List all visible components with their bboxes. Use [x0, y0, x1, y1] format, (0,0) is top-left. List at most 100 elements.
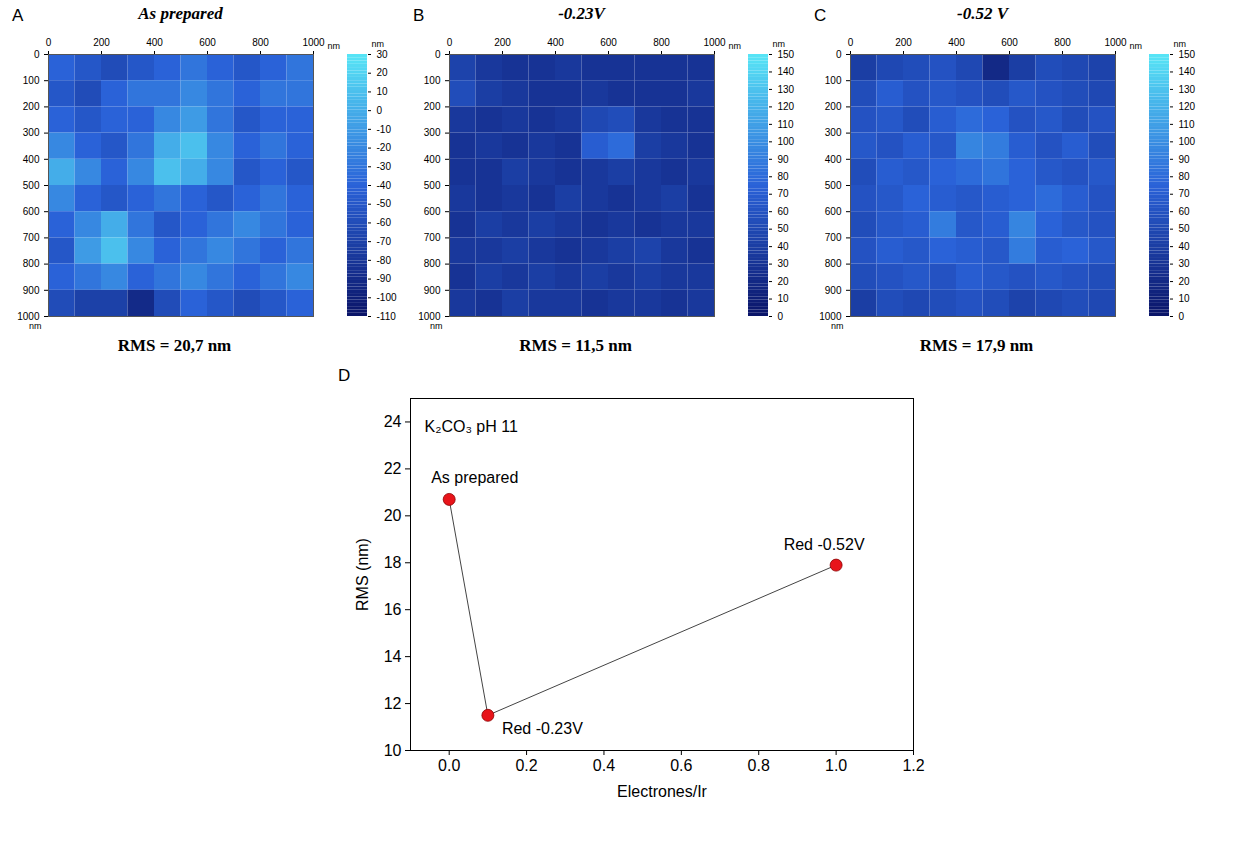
- svg-text:200: 200: [424, 101, 441, 112]
- svg-text:-30: -30: [377, 161, 392, 172]
- svg-text:1000: 1000: [302, 37, 325, 48]
- svg-text:0: 0: [435, 49, 441, 60]
- svg-text:600: 600: [600, 37, 617, 48]
- svg-text:12: 12: [384, 695, 402, 712]
- svg-text:10: 10: [778, 293, 790, 304]
- svg-text:900: 900: [424, 285, 441, 296]
- svg-text:-110: -110: [377, 311, 397, 322]
- svg-text:200: 200: [825, 101, 842, 112]
- svg-text:500: 500: [825, 180, 842, 191]
- svg-text:K₂CO₃ pH 11: K₂CO₃ pH 11: [425, 418, 518, 435]
- svg-text:0.6: 0.6: [670, 757, 692, 774]
- svg-text:200: 200: [93, 37, 110, 48]
- svg-text:80: 80: [1179, 171, 1191, 182]
- svg-text:300: 300: [424, 127, 441, 138]
- svg-text:24: 24: [384, 413, 402, 430]
- svg-text:600: 600: [199, 37, 216, 48]
- svg-text:0: 0: [848, 37, 854, 48]
- svg-text:800: 800: [23, 258, 40, 269]
- svg-text:RMS (nm): RMS (nm): [354, 538, 371, 611]
- svg-text:nm: nm: [430, 321, 443, 331]
- svg-text:110: 110: [778, 119, 794, 130]
- svg-text:0: 0: [1179, 311, 1185, 322]
- svg-text:20: 20: [1179, 276, 1191, 287]
- svg-text:nm: nm: [729, 41, 742, 51]
- svg-text:30: 30: [778, 258, 790, 269]
- svg-text:700: 700: [424, 232, 441, 243]
- svg-text:18: 18: [384, 554, 402, 571]
- svg-text:800: 800: [1054, 37, 1071, 48]
- svg-text:0.8: 0.8: [748, 757, 770, 774]
- svg-text:-90: -90: [377, 273, 392, 284]
- svg-text:30: 30: [1179, 258, 1191, 269]
- svg-text:nm: nm: [1130, 41, 1143, 51]
- svg-text:100: 100: [778, 136, 795, 147]
- svg-text:800: 800: [424, 258, 441, 269]
- svg-text:0: 0: [34, 49, 40, 60]
- svg-text:500: 500: [23, 180, 40, 191]
- svg-text:600: 600: [825, 206, 842, 217]
- svg-text:700: 700: [825, 232, 842, 243]
- svg-text:10: 10: [377, 86, 389, 97]
- svg-text:60: 60: [778, 206, 790, 217]
- svg-text:700: 700: [23, 232, 40, 243]
- svg-text:110: 110: [1179, 119, 1195, 130]
- svg-text:70: 70: [778, 188, 790, 199]
- svg-text:0.4: 0.4: [593, 757, 615, 774]
- svg-text:0: 0: [447, 37, 453, 48]
- svg-text:120: 120: [778, 101, 795, 112]
- svg-text:140: 140: [1179, 66, 1196, 77]
- svg-text:50: 50: [1179, 223, 1191, 234]
- svg-text:10: 10: [384, 742, 402, 759]
- svg-text:80: 80: [778, 171, 790, 182]
- svg-text:500: 500: [424, 180, 441, 191]
- svg-text:150: 150: [778, 49, 795, 60]
- svg-text:16: 16: [384, 601, 402, 618]
- svg-text:0: 0: [836, 49, 842, 60]
- svg-text:-70: -70: [377, 236, 392, 247]
- svg-text:600: 600: [424, 206, 441, 217]
- svg-text:-20: -20: [377, 142, 392, 153]
- svg-text:nm: nm: [372, 39, 385, 49]
- svg-text:40: 40: [778, 241, 790, 252]
- svg-text:-40: -40: [377, 180, 392, 191]
- svg-text:900: 900: [825, 285, 842, 296]
- svg-text:20: 20: [384, 507, 402, 524]
- svg-text:300: 300: [825, 127, 842, 138]
- svg-text:30: 30: [377, 49, 389, 60]
- svg-text:100: 100: [424, 75, 441, 86]
- svg-text:-10: -10: [377, 124, 392, 135]
- svg-text:Red -0.23V: Red -0.23V: [502, 720, 583, 737]
- svg-text:20: 20: [778, 276, 790, 287]
- svg-text:800: 800: [252, 37, 269, 48]
- svg-text:nm: nm: [1174, 39, 1187, 49]
- svg-text:nm: nm: [831, 321, 844, 331]
- svg-text:40: 40: [1179, 241, 1191, 252]
- svg-text:100: 100: [23, 75, 40, 86]
- svg-text:600: 600: [1001, 37, 1018, 48]
- svg-text:800: 800: [825, 258, 842, 269]
- svg-text:Red -0.52V: Red -0.52V: [784, 536, 865, 553]
- svg-text:200: 200: [23, 101, 40, 112]
- svg-text:150: 150: [1179, 49, 1196, 60]
- svg-text:1.0: 1.0: [825, 757, 847, 774]
- svg-text:400: 400: [825, 154, 842, 165]
- svg-text:1.2: 1.2: [902, 757, 924, 774]
- svg-text:-100: -100: [377, 292, 397, 303]
- svg-text:-80: -80: [377, 255, 392, 266]
- svg-text:nm: nm: [29, 321, 42, 331]
- svg-text:400: 400: [948, 37, 965, 48]
- svg-text:14: 14: [384, 648, 402, 665]
- svg-text:400: 400: [547, 37, 564, 48]
- svg-text:100: 100: [1179, 136, 1196, 147]
- svg-text:100: 100: [825, 75, 842, 86]
- svg-text:400: 400: [23, 154, 40, 165]
- svg-text:600: 600: [23, 206, 40, 217]
- svg-text:300: 300: [23, 127, 40, 138]
- svg-text:60: 60: [1179, 206, 1191, 217]
- svg-text:90: 90: [778, 154, 790, 165]
- svg-text:50: 50: [778, 223, 790, 234]
- svg-text:22: 22: [384, 460, 402, 477]
- svg-text:400: 400: [146, 37, 163, 48]
- svg-text:0: 0: [46, 37, 52, 48]
